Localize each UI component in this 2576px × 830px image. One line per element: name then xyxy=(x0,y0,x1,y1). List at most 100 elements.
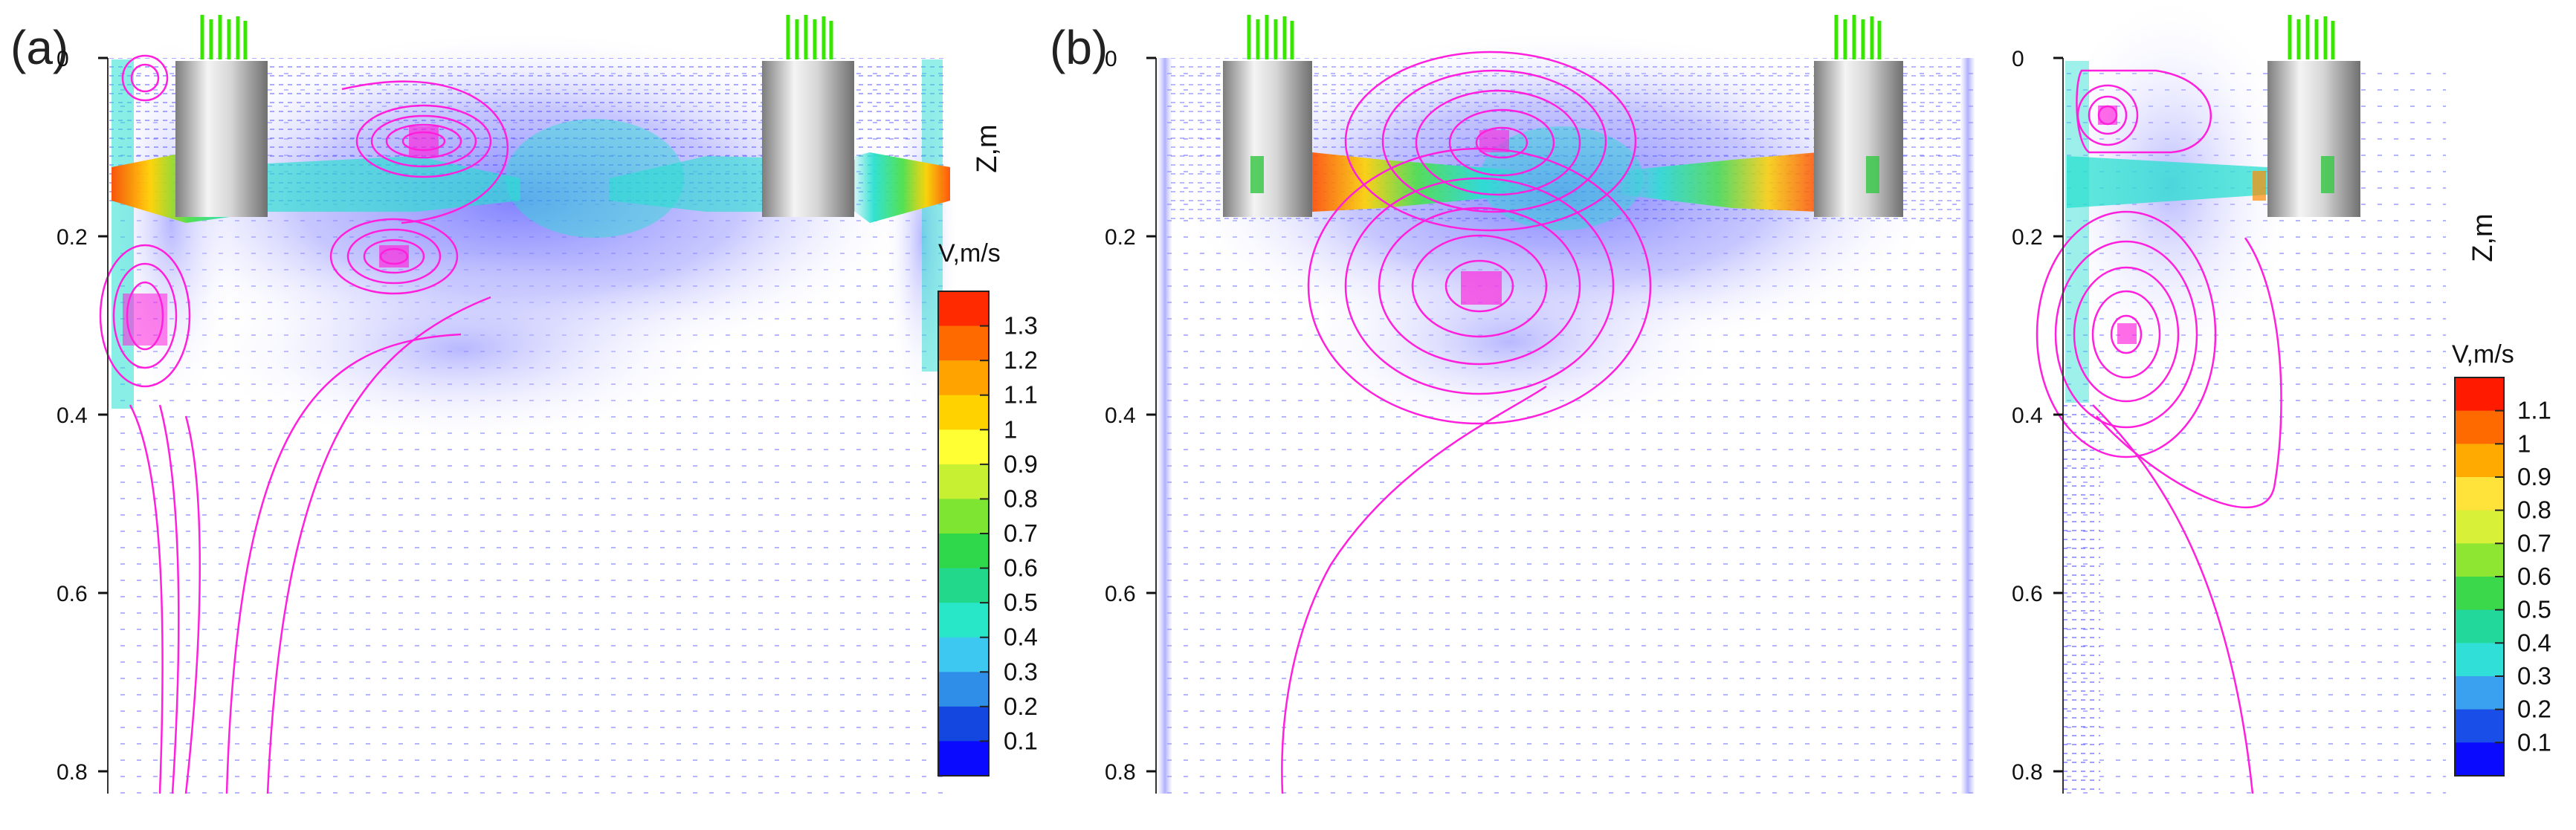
z-tick-b-0.6: 0.6 xyxy=(1105,582,1136,606)
panel-a-impeller-left xyxy=(175,15,268,217)
legend-level-label: 0.1 xyxy=(1004,727,1038,754)
legend-swatch xyxy=(2455,477,2504,511)
panel-b-side-streamlines xyxy=(2036,69,2282,794)
jet-b-left xyxy=(1312,152,1524,212)
legend-level-label: 1 xyxy=(2517,429,2531,457)
legend-level-label: 1.3 xyxy=(1004,312,1038,340)
legend-swatch xyxy=(938,499,989,534)
legend-level-label: 0.1 xyxy=(2517,728,2551,756)
legend-swatch xyxy=(2455,510,2504,544)
legend-level-label: 0.2 xyxy=(1004,693,1038,720)
panel-b-main-streamlines xyxy=(1281,51,1652,794)
legend-swatch xyxy=(2455,643,2504,677)
legend-swatch xyxy=(2455,410,2504,444)
shaft-b-side xyxy=(2267,61,2360,217)
panel-a-z-axis-title: Z,m xyxy=(972,124,1003,172)
z-tick-side-0.8: 0.8 xyxy=(2012,760,2043,785)
legend-swatch xyxy=(938,429,989,465)
legend-swatch xyxy=(2455,676,2504,710)
impeller-blades-left-icon xyxy=(200,15,248,59)
legend-level-label: 1.1 xyxy=(2517,397,2551,424)
z-tick-b-0.8: 0.8 xyxy=(1105,760,1136,785)
panel-b-side-impeller xyxy=(2267,15,2360,217)
panel-a: (a) xyxy=(10,15,1038,794)
legend-level-label: 0.6 xyxy=(2517,562,2551,590)
legend-swatch xyxy=(2455,444,2504,478)
legend-swatch xyxy=(2455,742,2504,776)
panel-a-label: (a) xyxy=(10,21,68,74)
legend-b-colorbar xyxy=(2454,377,2505,776)
legend-swatch xyxy=(938,637,989,672)
panel-a-legend: V,m/s 1.3 1.2 1.1 1 0.9 0.8 0.7 0.6 0.5 0.4 0.3 0.2… xyxy=(937,239,1038,776)
jet-right xyxy=(855,152,950,223)
panel-b: (b) xyxy=(1050,0,2551,794)
z-tick-b-0.2: 0.2 xyxy=(1105,225,1136,250)
legend-swatch xyxy=(938,568,989,603)
legend-b-title: V,m/s xyxy=(2452,340,2514,369)
legend-level-label: 0.4 xyxy=(2517,629,2551,656)
legend-swatch xyxy=(938,672,989,707)
impeller-blades-b-left-icon xyxy=(1247,15,1294,59)
legend-swatch xyxy=(938,741,989,776)
legend-a-labels: 1.3 1.2 1.1 1 0.9 0.8 0.7 0.6 0.5 0.4 0.3 0.2 0.1 xyxy=(1004,312,1038,755)
legend-level-label: 1 xyxy=(1004,415,1017,443)
legend-level-label: 0.7 xyxy=(2517,529,2551,557)
z-tick-side-0.4: 0.4 xyxy=(2012,403,2043,428)
z-tick-0.6: 0.6 xyxy=(57,582,88,606)
panel-a-streamlines xyxy=(99,54,509,794)
legend-level-label: 0.9 xyxy=(1004,450,1038,478)
legend-level-label: 0.7 xyxy=(1004,519,1038,547)
z-tick-b-0.4: 0.4 xyxy=(1105,403,1136,428)
panel-b-impeller-left xyxy=(1223,15,1312,217)
legend-a-title: V,m/s xyxy=(938,239,1001,268)
legend-swatch xyxy=(938,464,989,499)
panel-b-impeller-right xyxy=(1814,15,1903,217)
legend-swatch xyxy=(2455,543,2504,577)
z-tick-0.4: 0.4 xyxy=(57,403,88,428)
legend-level-label: 0.4 xyxy=(1004,623,1038,651)
panel-b-main-z-axis: 0 0.2 0.4 0.6 0.8 xyxy=(1105,47,1157,794)
legend-level-label: 0.8 xyxy=(2517,496,2551,524)
panel-a-impeller-right xyxy=(762,15,854,217)
panel-b-label: (b) xyxy=(1050,21,1108,74)
z-tick-side-0.6: 0.6 xyxy=(2012,582,2043,606)
legend-swatch xyxy=(938,325,989,361)
panel-b-side-z-axis: 0 0.2 0.4 0.6 0.8 xyxy=(2012,47,2064,794)
legend-swatch xyxy=(938,291,989,327)
legend-swatch xyxy=(938,603,989,638)
z-tick-0.2: 0.2 xyxy=(57,225,88,250)
panel-a-z-axis: 0 0.2 0.4 0.6 0.8 xyxy=(57,47,109,794)
legend-level-label: 0.9 xyxy=(2517,463,2551,490)
legend-level-label: 1.1 xyxy=(1004,381,1038,409)
legend-level-label: 0.3 xyxy=(2517,662,2551,690)
shaft-right xyxy=(762,61,854,217)
impeller-blades-b-side-icon xyxy=(2288,15,2335,59)
legend-swatch xyxy=(938,534,989,569)
panel-b-z-axis-title: Z,m xyxy=(2467,213,2499,262)
legend-a-colorbar xyxy=(937,291,990,776)
jet-b-right xyxy=(1621,152,1818,212)
jet-b-side xyxy=(2067,156,2267,208)
z-tick-0: 0 xyxy=(57,47,69,71)
impeller-blades-b-right-icon xyxy=(1834,15,1882,59)
impeller-blades-right-icon xyxy=(786,15,833,59)
z-tick-0.8: 0.8 xyxy=(57,760,88,785)
legend-swatch xyxy=(938,395,989,430)
panel-b-legend: V,m/s 1.1 1 0.9 0.8 0.7 0.6 0.5 0.4 0.3 0.2 0.1 xyxy=(2452,340,2551,776)
legend-swatch xyxy=(2455,377,2504,412)
legend-level-label: 0.6 xyxy=(1004,554,1038,582)
shaft-b-right xyxy=(1814,61,1903,217)
legend-swatch xyxy=(2455,609,2504,643)
legend-level-label: 0.3 xyxy=(1004,658,1038,685)
z-tick-b-0: 0 xyxy=(1105,47,1117,71)
legend-swatch xyxy=(2455,577,2504,611)
shaft-b-left xyxy=(1223,61,1312,217)
legend-b-labels: 1.1 1 0.9 0.8 0.7 0.6 0.5 0.4 0.3 0.2 0.1 xyxy=(2517,397,2551,756)
legend-level-label: 0.5 xyxy=(2517,596,2551,623)
legend-level-label: 1.2 xyxy=(1004,346,1038,374)
legend-swatch xyxy=(938,706,989,742)
shaft-left xyxy=(175,61,268,217)
legend-swatch xyxy=(938,360,989,396)
legend-level-label: 0.8 xyxy=(1004,484,1038,512)
